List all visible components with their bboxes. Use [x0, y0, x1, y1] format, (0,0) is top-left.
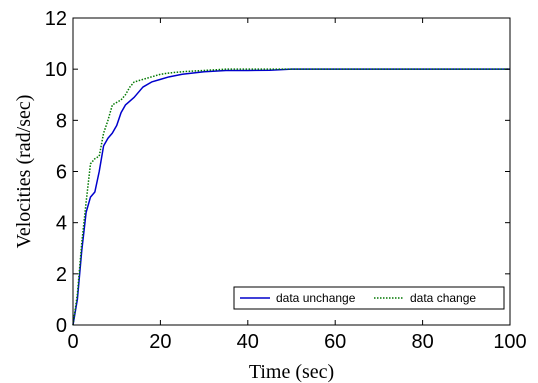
x-tick-label: 60	[324, 331, 346, 353]
legend-label: data change	[410, 291, 476, 305]
legend: data unchange data change	[233, 286, 505, 310]
x-axis-label: Time (sec)	[249, 361, 334, 383]
x-tick-label: 20	[149, 331, 171, 353]
legend-label: data unchange	[276, 291, 356, 305]
y-tick-label: 2	[56, 264, 67, 286]
y-axis-label: Velocities (rad/sec)	[13, 95, 35, 249]
legend-box	[233, 286, 505, 310]
y-tick-label: 4	[56, 213, 67, 235]
plot-area	[73, 18, 510, 325]
y-tick-label: 8	[56, 110, 67, 132]
x-tick-label: 40	[237, 331, 259, 353]
y-tick-label: 0	[56, 315, 67, 337]
axis-ticks: 0 20 40 60 80 100 0 2 4 6 8 10 12	[45, 8, 527, 353]
x-tick-label: 0	[67, 331, 78, 353]
y-tick-label: 10	[45, 59, 67, 81]
x-tick-label: 80	[411, 331, 433, 353]
y-tick-label: 12	[45, 8, 67, 30]
x-tick-label: 100	[493, 331, 526, 353]
y-tick-label: 6	[56, 162, 67, 184]
series-layer	[72, 68, 510, 326]
